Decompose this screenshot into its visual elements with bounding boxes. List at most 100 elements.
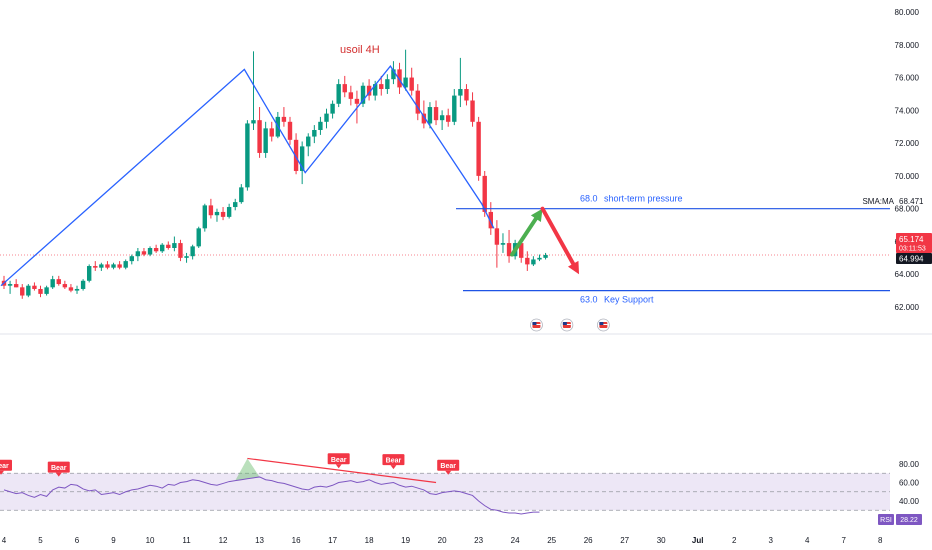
candle-body — [99, 264, 104, 268]
candle — [263, 121, 268, 158]
candle-body — [220, 211, 226, 217]
candle — [80, 279, 86, 291]
candle-body — [287, 121, 293, 140]
candle — [184, 252, 189, 263]
candle-body — [202, 205, 208, 229]
candle-body — [147, 248, 153, 255]
candle — [439, 110, 445, 130]
candle — [99, 262, 104, 271]
candle — [153, 244, 159, 253]
candle-body — [488, 211, 493, 229]
candle-body — [293, 139, 299, 171]
candle — [281, 107, 287, 127]
candle-body — [56, 279, 61, 285]
bear-label-box — [47, 461, 70, 473]
price-tick-label: 78.000 — [895, 41, 920, 50]
candle — [458, 57, 463, 108]
candle — [476, 116, 481, 181]
rsi-name-badge — [878, 514, 894, 525]
candle-body — [135, 251, 141, 257]
bear-label: Bear — [327, 453, 350, 469]
candle-body — [117, 264, 122, 268]
price-tick-label: 70.000 — [895, 172, 920, 181]
candle — [74, 285, 80, 294]
current-price-value: 65.174 — [899, 235, 924, 244]
time-tick-label: 16 — [292, 536, 301, 545]
time-tick-label: 2 — [732, 536, 737, 545]
candle-body — [385, 79, 390, 90]
bear-label-text: Bear — [386, 458, 402, 465]
candle-body — [68, 287, 74, 291]
candle-body — [86, 266, 92, 281]
rsi-value-badge — [896, 514, 922, 525]
candle-body — [372, 84, 378, 96]
candle-body — [342, 84, 347, 93]
candle — [257, 107, 262, 158]
candle-body — [38, 288, 43, 294]
bear-label-text: Bear — [440, 463, 456, 470]
candle-body — [281, 116, 287, 122]
candle — [239, 184, 244, 204]
candle-body — [397, 69, 402, 88]
candle — [26, 284, 31, 298]
candle — [135, 248, 141, 262]
candle — [117, 261, 122, 270]
candle-body — [50, 279, 55, 288]
candle — [543, 252, 548, 260]
candle — [269, 121, 274, 142]
bear-label: Bear — [47, 461, 70, 477]
price-tick-label: 62.000 — [895, 303, 920, 312]
candle-body — [269, 128, 274, 137]
flag-icon-canton — [562, 322, 567, 325]
us-flag-icon[interactable] — [530, 318, 543, 332]
candle — [348, 85, 354, 106]
sma-name-label: SMA:MA — [862, 197, 894, 206]
candle — [464, 84, 469, 106]
time-tick-label: 27 — [620, 536, 629, 545]
candle-body — [214, 211, 220, 216]
time-tick-label: 11 — [182, 536, 191, 545]
candle-body — [306, 136, 311, 147]
candle-body — [129, 256, 134, 262]
candle — [336, 79, 341, 108]
price-tick-label: 72.000 — [895, 139, 920, 148]
bear-label-pointer — [0, 470, 4, 475]
candle-body — [299, 146, 305, 171]
us-flag-icon[interactable] — [596, 318, 610, 332]
bear-label-box — [437, 459, 460, 471]
candle — [525, 251, 530, 271]
candle — [226, 203, 232, 219]
candle-body — [74, 288, 80, 291]
candle — [93, 261, 98, 271]
resistance-price-label: 68.0 — [580, 194, 598, 204]
bear-label-text: Bear — [0, 463, 9, 470]
candle-body — [506, 243, 512, 257]
candle-body — [251, 120, 256, 124]
time-tick-label: 5 — [38, 536, 43, 545]
candle-body — [172, 243, 177, 248]
candle — [446, 108, 451, 127]
us-flag-icon[interactable] — [560, 318, 574, 332]
candle — [324, 108, 329, 129]
candle-body — [525, 257, 530, 265]
time-tick-label: 3 — [768, 536, 773, 545]
candle — [166, 241, 171, 250]
bear-label-text: Bear — [51, 465, 67, 472]
candle — [433, 100, 439, 126]
candle — [251, 51, 256, 130]
candle-body — [366, 85, 372, 96]
time-tick-label: 13 — [255, 536, 264, 545]
support-text: Key Support — [604, 295, 654, 305]
price-axis[interactable]: 80.000 78.000 76.000 74.000 72.000 70.000 68.0… — [862, 8, 932, 312]
candle — [245, 120, 250, 191]
candle — [403, 49, 408, 91]
candle — [470, 92, 475, 127]
candle — [299, 141, 305, 185]
candle — [318, 116, 323, 135]
candle-body — [257, 120, 262, 153]
candle-body — [123, 261, 128, 268]
candle — [38, 285, 43, 298]
candle-body — [433, 107, 439, 121]
bear-label: Bear — [0, 459, 12, 475]
